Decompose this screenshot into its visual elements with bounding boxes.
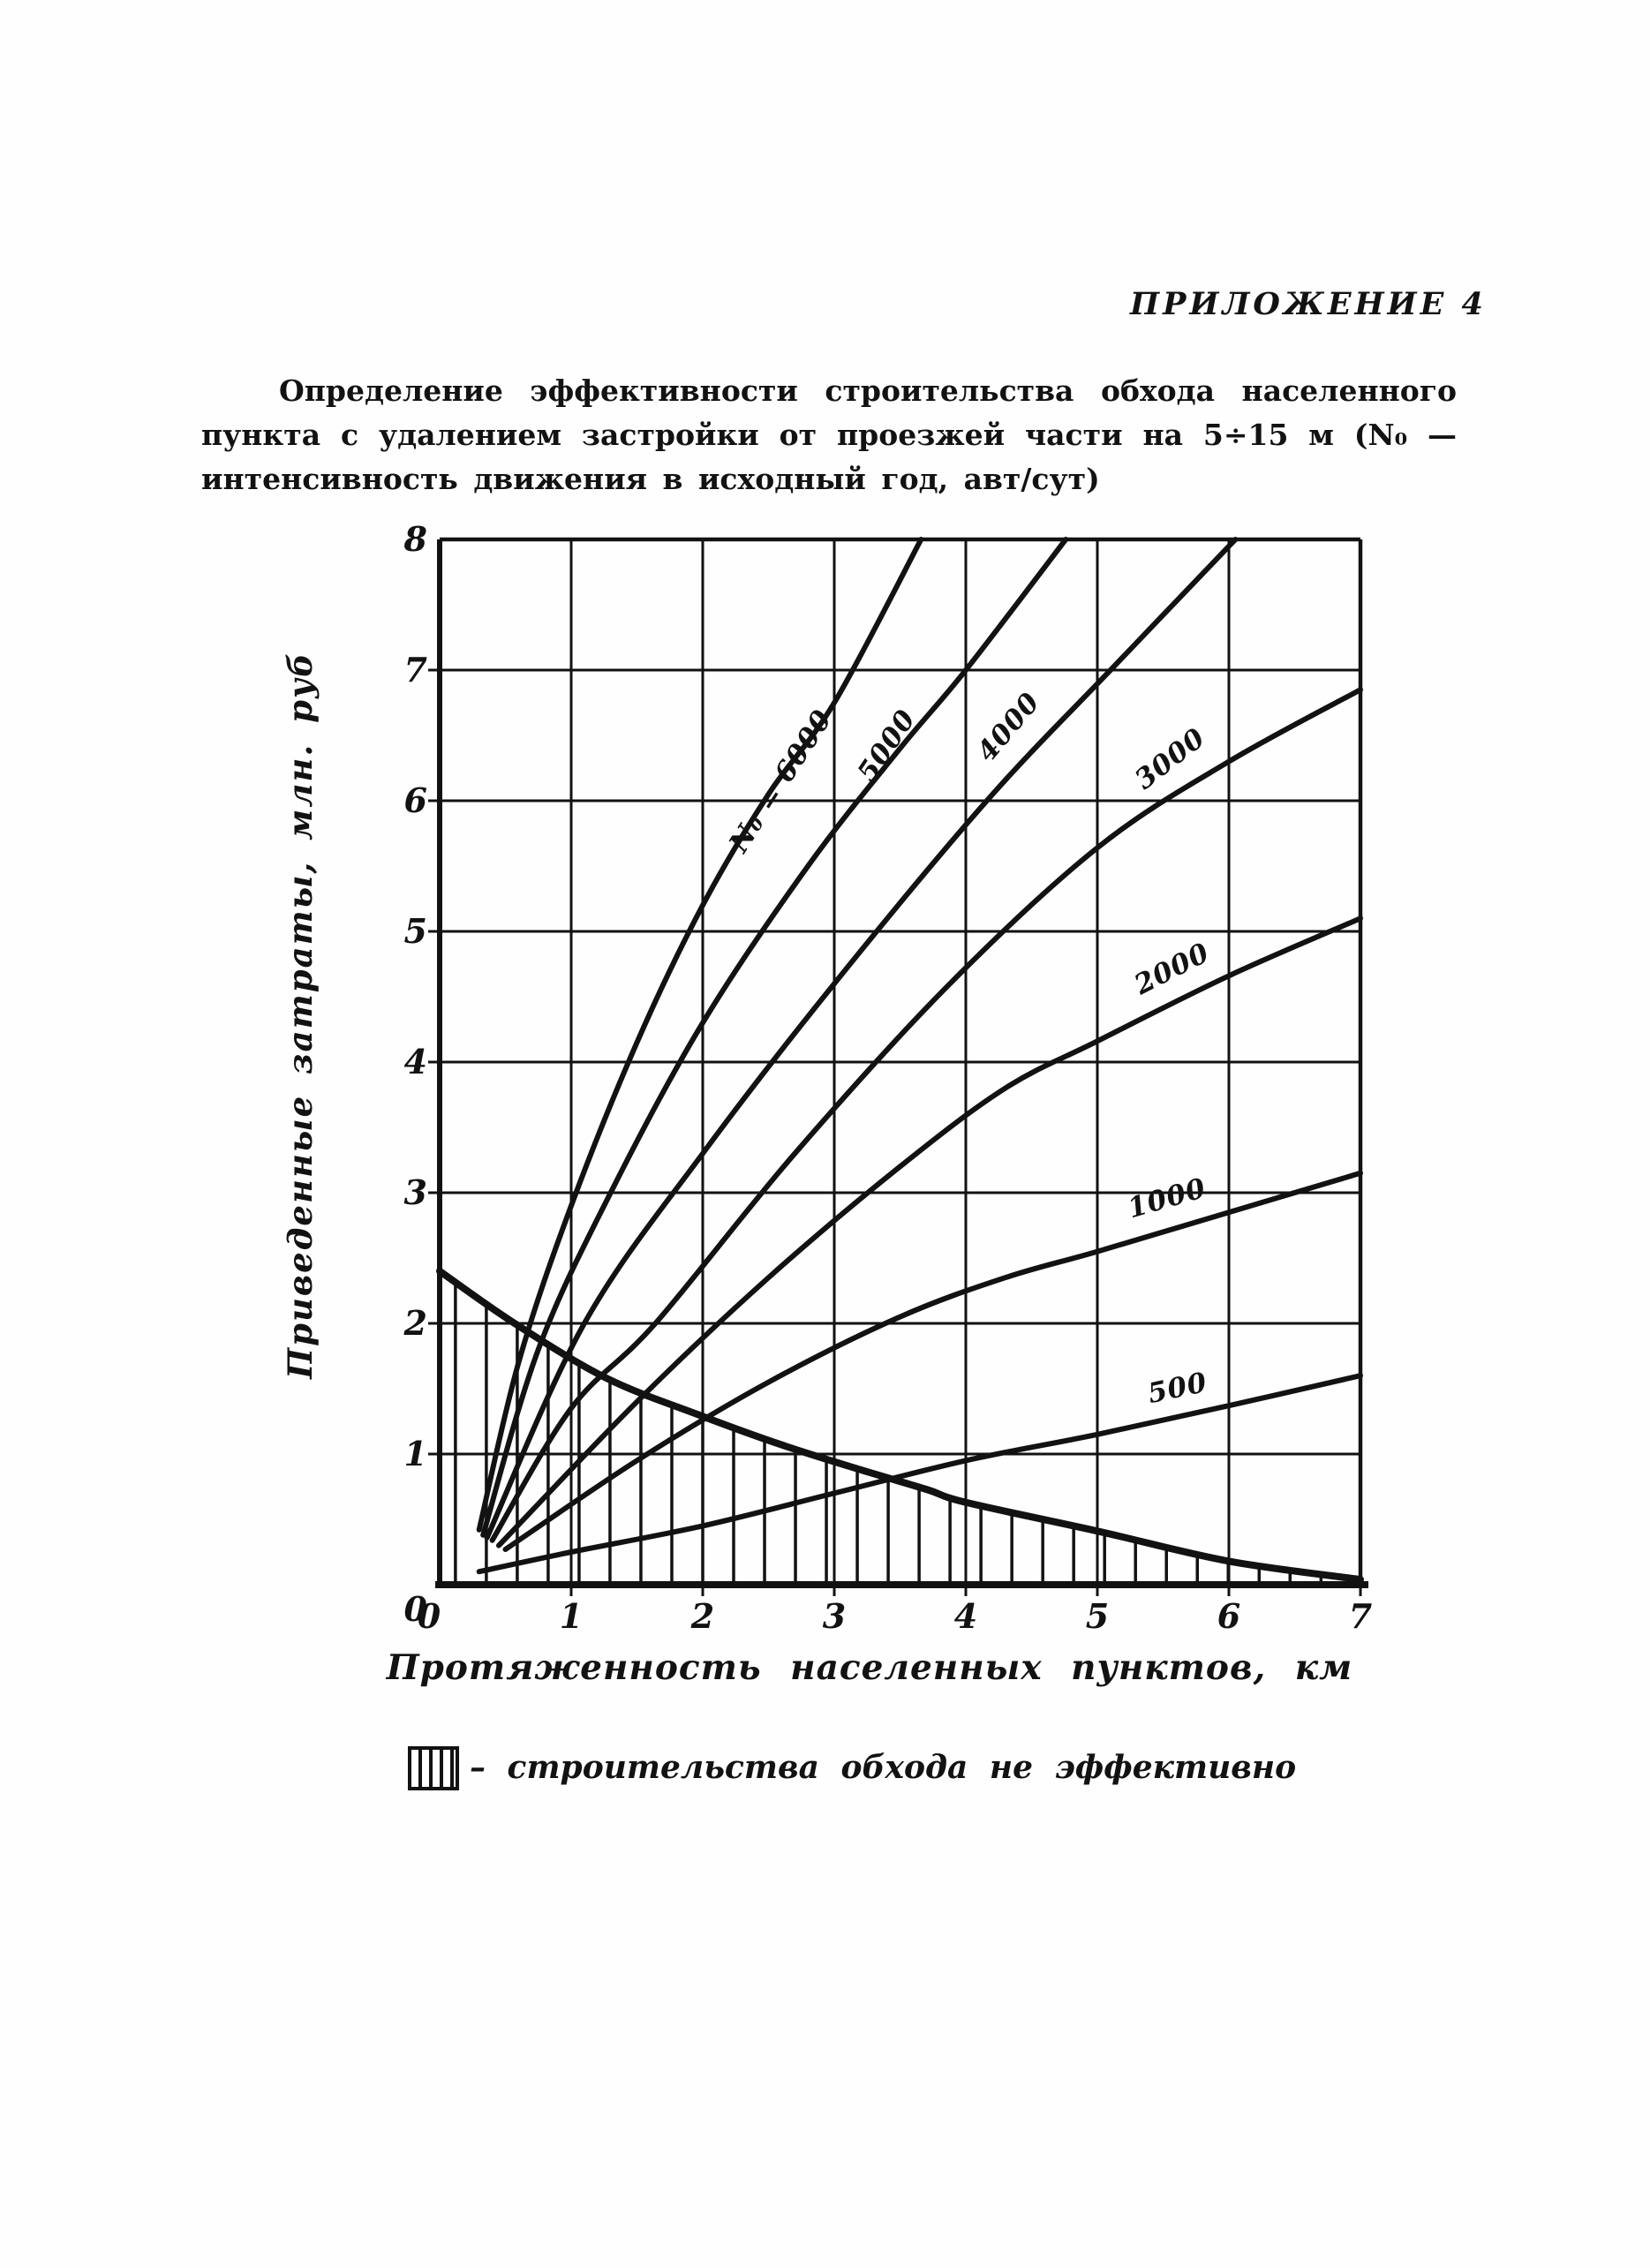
y-tick-label: 5 [403,911,427,951]
curve-N0-1000 [502,1170,1363,1552]
hatch-legend-text: – строительства обхода не эффективно [470,1749,1297,1786]
x-tick-label: 4 [953,1596,978,1636]
x-tick-label: 6 [1217,1596,1241,1636]
y-tick-label: 2 [403,1303,427,1343]
y-tick-label: 3 [403,1172,427,1212]
y-tick-label: 8 [403,519,427,559]
figure-caption: Определение эффективности строительства … [201,373,1457,496]
y-tick-label: 0 [403,1589,427,1629]
boundary-curve [436,1267,1364,1584]
curve-N0-500 [476,1373,1363,1575]
x-tick-label: 2 [690,1596,715,1636]
x-tick-label: 0 [417,1596,441,1636]
x-tick-label: 7 [1348,1596,1373,1636]
curve-N0-3000 [489,687,1363,1543]
curve-N0-6000 [476,537,924,1533]
y-tick-label: 7 [403,650,427,689]
x-tick-label: 1 [559,1596,584,1636]
curve-N0-4000 [484,537,1239,1541]
x-tick-label: 5 [1085,1596,1110,1636]
y-tick-label: 1 [403,1434,427,1473]
hatch-legend-swatch [408,1746,459,1790]
y-tick-label: 4 [403,1042,427,1081]
y-tick-label: 6 [403,780,427,820]
curve-N0-2000 [496,915,1363,1548]
appendix-label: ПРИЛОЖЕНИЕ 4 [1130,286,1487,322]
x-axis-title: Протяженность населенных пунктов, км [386,1647,1353,1688]
x-tick-label: 3 [822,1596,847,1636]
